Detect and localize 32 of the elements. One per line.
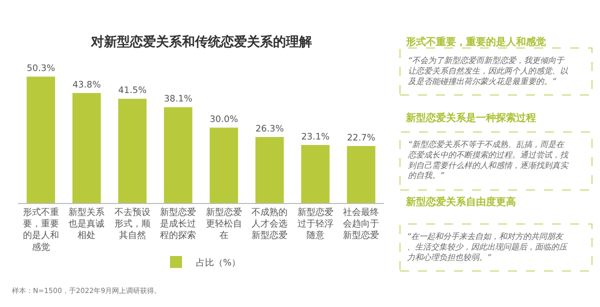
data-label: 26.3% bbox=[255, 124, 284, 134]
bar bbox=[346, 146, 376, 203]
text: “不会为了新型恋爱而新型恋爱，我更倾向于让恋爱关系自然发生，因此两个人的感觉、以及是否能碰撞出荷尔蒙火花是最重要的。” bbox=[407, 56, 568, 86]
legend-label: 占比（%） bbox=[196, 258, 241, 269]
bar bbox=[210, 128, 238, 203]
data-label: 50.3% bbox=[26, 64, 56, 74]
x-tick-label: 新型恋爱是成长过程的探索 bbox=[160, 206, 196, 242]
data-label: 43.8% bbox=[72, 80, 101, 90]
x-tick-label: 形式不重要，重要的是人和感觉 bbox=[22, 206, 59, 253]
x-tick-label: 不成熟的人才会选新型恋爱 bbox=[252, 206, 288, 242]
data-label: 30.0% bbox=[210, 114, 238, 125]
chart-title: 对新型恋爱关系和传统恋爱关系的理解 bbox=[90, 34, 312, 50]
data-label: 38.1% bbox=[164, 94, 192, 105]
bar bbox=[118, 98, 147, 203]
bar bbox=[164, 107, 192, 203]
bar bbox=[72, 92, 101, 203]
text: 新型恋爱关系自由度更高 bbox=[405, 196, 516, 208]
bar bbox=[255, 136, 284, 203]
data-label: 41.5% bbox=[118, 86, 147, 96]
text: “新型恋爱关系不等于不成熟、乱搞，而是在恋爱成长中的不断摸索的过程。通过尝试，找到自己需要什么样的人和感情，逐渐找到真实的自我。” bbox=[407, 140, 569, 180]
text: 新型恋爱关系是一种探索过程 bbox=[405, 112, 536, 124]
bar bbox=[301, 144, 330, 203]
x-tick-label: 新型关系也是真诚相处 bbox=[68, 206, 105, 242]
x-tick-label: 新型恋爱更轻松自在 bbox=[206, 206, 242, 242]
text: “在一起和分手来去自如，和对方的共同朋友、生活交集较少，因此出现问题后，面临的压力和心理负担也较弱。” bbox=[407, 232, 569, 262]
bar bbox=[26, 76, 56, 203]
data-label: 23.1% bbox=[301, 132, 330, 142]
x-tick-label: 不去预设形式，顺其自然 bbox=[114, 206, 150, 242]
data-label: 22.7% bbox=[346, 133, 376, 144]
x-tick-label: 新型恋爱过于轻浮随意 bbox=[297, 206, 334, 242]
text: 形式不重要，重要的是人和感觉 bbox=[405, 36, 546, 48]
x-tick-label: 社会最终会趋向于新型恋爱 bbox=[343, 206, 380, 242]
